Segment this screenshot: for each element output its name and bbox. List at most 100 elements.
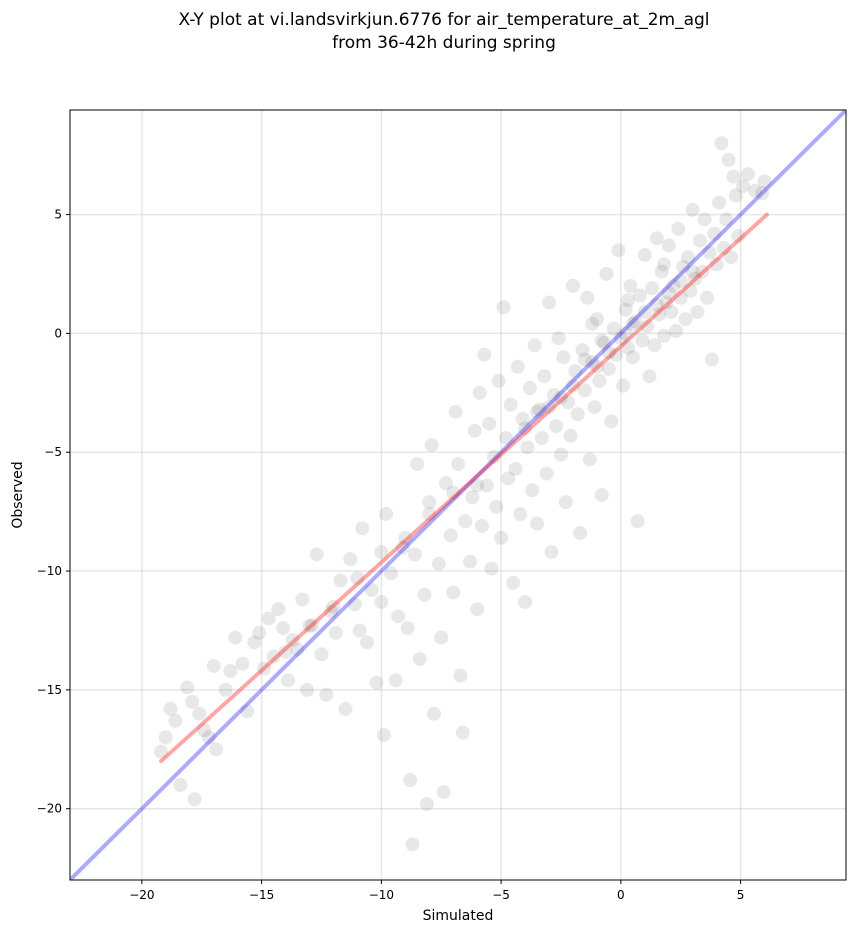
scatter-point bbox=[419, 796, 434, 811]
scatter-point bbox=[240, 704, 255, 719]
scatter-point bbox=[573, 526, 588, 541]
scatter-point bbox=[304, 618, 319, 633]
scatter-point bbox=[707, 226, 722, 241]
scatter-point bbox=[484, 561, 499, 576]
x-tick-label: −20 bbox=[129, 888, 154, 902]
scatter-point bbox=[594, 488, 609, 502]
scatter-point bbox=[163, 701, 178, 716]
scatter-point bbox=[577, 383, 592, 398]
y-tick-label: −15 bbox=[37, 683, 62, 697]
scatter-point bbox=[714, 136, 729, 151]
scatter-point bbox=[601, 362, 616, 377]
scatter-point bbox=[376, 728, 391, 743]
scatter-point bbox=[577, 352, 592, 367]
scatter-point bbox=[690, 305, 705, 320]
scatter-point bbox=[642, 369, 657, 384]
scatter-point bbox=[510, 359, 525, 374]
scatter-point bbox=[364, 583, 379, 598]
scatter-point bbox=[592, 373, 607, 388]
scatter-point bbox=[276, 621, 291, 636]
x-tick-label: 5 bbox=[737, 888, 745, 902]
scatter-point bbox=[532, 402, 547, 417]
y-tick-label: −5 bbox=[44, 445, 62, 459]
scatter-point bbox=[616, 378, 631, 393]
scatter-point bbox=[731, 228, 746, 243]
scatter-point bbox=[630, 514, 645, 529]
scatter-point bbox=[266, 649, 281, 664]
scatter-point bbox=[451, 457, 465, 472]
scatter-point bbox=[154, 744, 169, 759]
scatter-point bbox=[551, 331, 566, 346]
scatter-point bbox=[668, 324, 683, 339]
scatter-point bbox=[439, 476, 454, 491]
scatter-point bbox=[436, 785, 451, 800]
scatter-point bbox=[228, 630, 243, 645]
scatter-point bbox=[379, 507, 394, 522]
scatter-point bbox=[558, 495, 573, 510]
scatter-point bbox=[664, 305, 679, 320]
scatter-point bbox=[513, 507, 528, 522]
scatter-point bbox=[474, 518, 489, 533]
scatter-point bbox=[422, 495, 437, 510]
identity-line bbox=[70, 110, 846, 880]
scatter-point bbox=[446, 585, 461, 600]
scatter-point bbox=[728, 188, 743, 203]
scatter-point bbox=[649, 297, 664, 312]
scatter-point bbox=[326, 599, 341, 614]
scatter-point bbox=[467, 423, 482, 438]
scatter-point bbox=[740, 167, 755, 182]
scatter-point bbox=[197, 723, 212, 738]
scatter-point bbox=[530, 516, 545, 531]
scatter-point bbox=[300, 682, 315, 697]
scatter-point bbox=[407, 547, 422, 562]
scatter-point bbox=[285, 632, 300, 647]
scatter-point bbox=[556, 350, 571, 365]
scatter-point bbox=[678, 312, 693, 327]
scatter-point bbox=[695, 264, 710, 279]
scatter-point bbox=[704, 352, 719, 367]
scatter-point bbox=[506, 575, 521, 590]
scatter-point bbox=[618, 326, 633, 341]
scatter-point bbox=[575, 343, 590, 358]
scatter-point bbox=[604, 414, 619, 429]
scatter-point bbox=[391, 609, 406, 624]
scatter-point bbox=[489, 499, 504, 514]
scatter-point bbox=[319, 687, 334, 702]
x-tick-label: −5 bbox=[492, 888, 510, 902]
scatter-point bbox=[278, 644, 293, 659]
scatter-point bbox=[539, 466, 554, 481]
scatter-point bbox=[486, 449, 501, 464]
scatter-point bbox=[424, 438, 439, 453]
scatter-point bbox=[192, 706, 207, 721]
scatter-point bbox=[652, 307, 667, 322]
plot-frame bbox=[69, 109, 847, 881]
scatter-point bbox=[755, 186, 770, 201]
scatter-point bbox=[295, 592, 310, 607]
scatter-point bbox=[352, 623, 367, 638]
scatter-point bbox=[597, 335, 612, 350]
reference-lines bbox=[70, 110, 846, 880]
scatter-point bbox=[719, 212, 734, 227]
scatter-point bbox=[530, 404, 545, 419]
scatter-point bbox=[544, 545, 559, 560]
scatter-point bbox=[525, 483, 540, 498]
scatter-point bbox=[692, 233, 707, 248]
scatter-point bbox=[542, 295, 557, 310]
scatter-point bbox=[290, 642, 305, 657]
scatter-point bbox=[479, 478, 494, 493]
scatter-point bbox=[637, 305, 652, 320]
scatter-point bbox=[606, 321, 621, 336]
scatter-point bbox=[546, 388, 561, 403]
scatter-point bbox=[537, 369, 552, 384]
scatter-point bbox=[587, 400, 602, 415]
scatter-point bbox=[218, 682, 233, 697]
scatter-point bbox=[561, 395, 576, 410]
scatter-point bbox=[374, 545, 389, 560]
scatter-point bbox=[697, 212, 712, 227]
scatter-point bbox=[613, 331, 628, 346]
scatter-point bbox=[359, 635, 374, 650]
scatter-point bbox=[417, 587, 432, 602]
scatter-point bbox=[383, 566, 398, 581]
chart-subtitle: from 36-42h during spring bbox=[332, 33, 556, 53]
